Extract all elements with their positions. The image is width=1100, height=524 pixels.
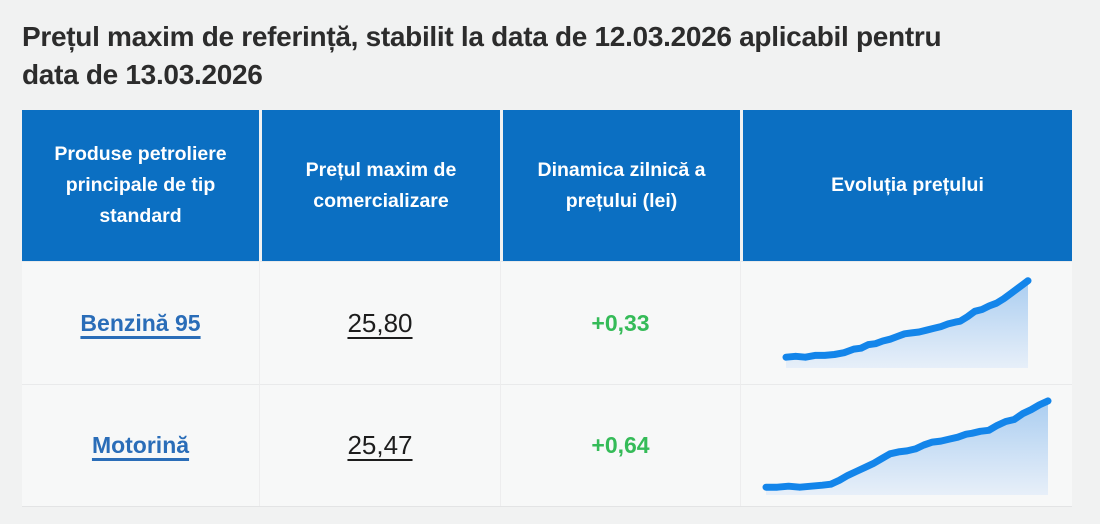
product-cell: Motorină: [22, 384, 259, 506]
daily-dynamics-value-benzina-95: +0,33: [591, 309, 650, 336]
max-price-value-motorina: 25,47: [347, 430, 413, 460]
dynamics-cell: +0,33: [500, 261, 740, 384]
dynamics-cell: +0,64: [500, 384, 740, 506]
max-price-cell: 25,80: [259, 261, 500, 384]
table-header-row: Produse petroliere principale de tip sta…: [22, 110, 1072, 261]
page-container: Prețul maxim de referință, stabilit la d…: [22, 21, 1072, 507]
product-link-motorina[interactable]: Motorină: [91, 432, 190, 458]
table-row-benzina-95: Benzină 95 25,80 +0,33: [22, 261, 1072, 384]
column-header-daily-dynamics: Dinamica zilnică a prețului (lei): [500, 110, 740, 261]
max-price-cell: 25,47: [259, 384, 500, 506]
product-link-benzina-95[interactable]: Benzină 95: [80, 309, 201, 336]
column-header-max-price: Prețul maxim de comercializare: [259, 110, 500, 261]
column-header-products: Produse petroliere principale de tip sta…: [22, 110, 259, 261]
max-price-value-benzina-95: 25,80: [347, 307, 413, 338]
daily-dynamics-value-motorina: +0,64: [591, 432, 650, 458]
product-cell: Benzină 95: [22, 261, 259, 384]
evolution-cell: [740, 261, 1072, 384]
table-row-motorina: Motorină 25,47 +0,64: [22, 384, 1072, 506]
price-evolution-sparkline-motorina: [741, 396, 1072, 495]
fuel-price-table: Produse petroliere principale de tip sta…: [22, 110, 1072, 507]
column-header-price-evolution: Evoluția prețului: [740, 110, 1072, 261]
evolution-cell: [740, 384, 1072, 506]
price-evolution-sparkline-benzina-95: [741, 277, 1072, 368]
page-title: Prețul maxim de referință, stabilit la d…: [22, 21, 942, 90]
